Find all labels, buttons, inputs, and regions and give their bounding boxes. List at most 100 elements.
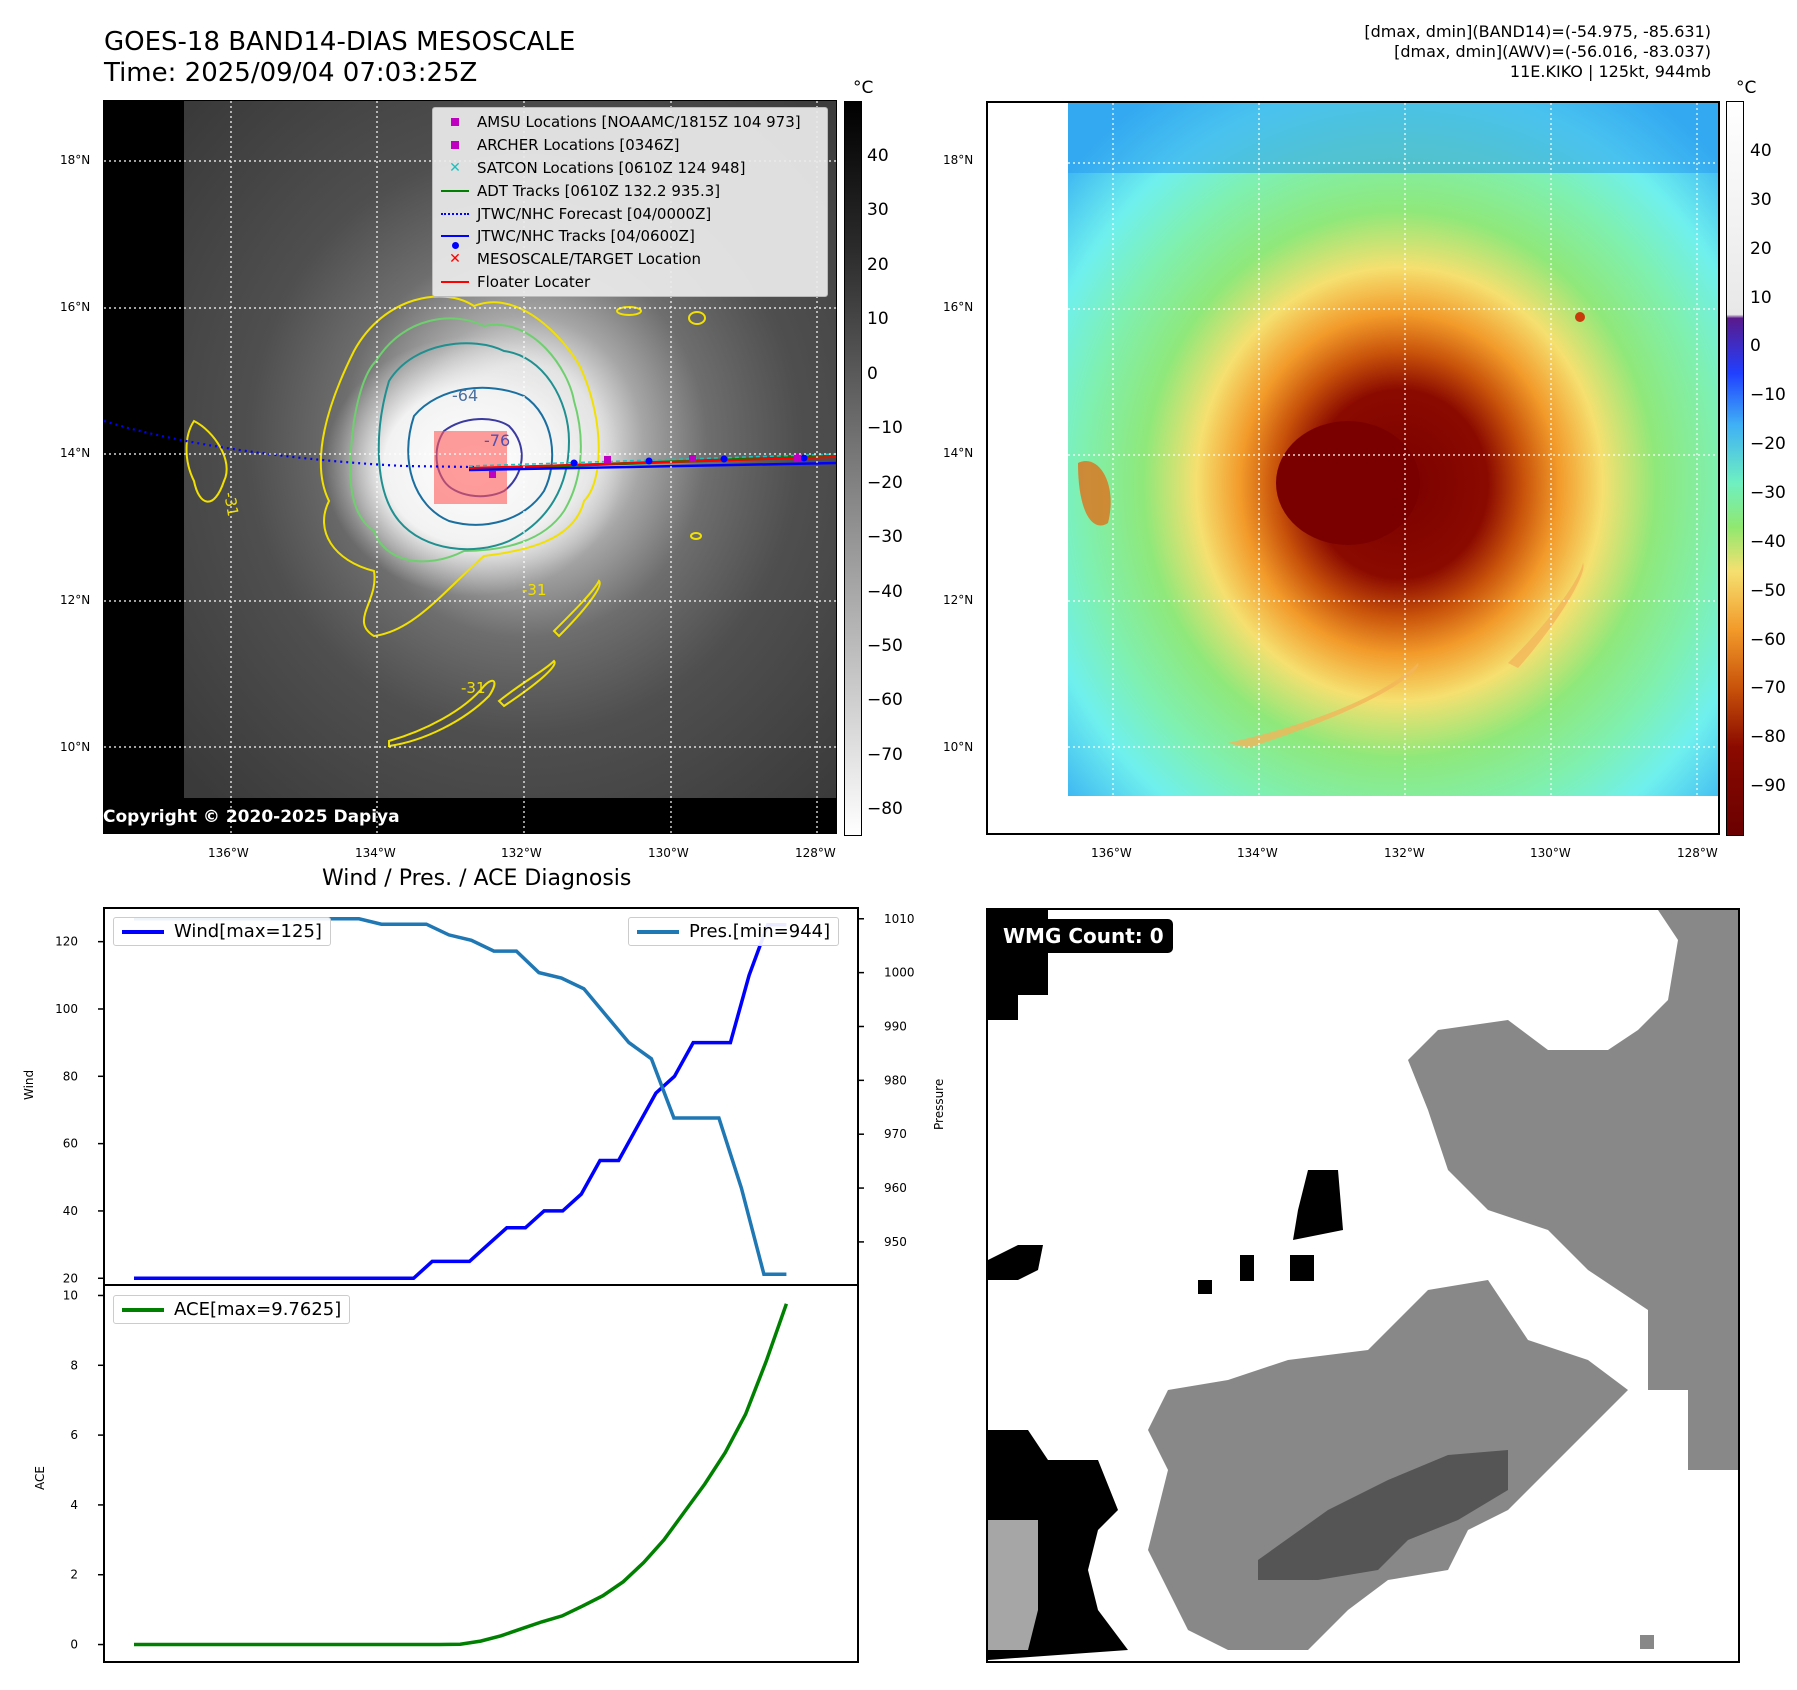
colorbar-tick: −50 xyxy=(867,636,903,656)
lon-label: 136°W xyxy=(1091,846,1132,860)
ace-tick-label: 8 xyxy=(70,1358,78,1372)
pressure-tick-label: 1010 xyxy=(884,912,915,926)
legend-item-forecast: JTWC/NHC Forecast [04/0000Z] xyxy=(433,202,827,225)
wmg-count-badge: WMG Count: 0 xyxy=(994,919,1173,953)
square-marker-icon xyxy=(451,141,459,150)
diagnosis-title: Wind / Pres. / ACE Diagnosis xyxy=(322,866,632,891)
contour-label: -31 xyxy=(220,491,242,518)
colorbar-unit: °C xyxy=(853,78,874,98)
legend-item-mesoscale: ✕ MESOSCALE/TARGET Location xyxy=(449,250,702,269)
lat-label: 16°N xyxy=(60,300,91,314)
colorbar-tick: 10 xyxy=(1750,288,1772,308)
wind-tick-label: 60 xyxy=(63,1137,78,1151)
dot-marker-icon xyxy=(452,242,459,250)
lat-label: 14°N xyxy=(60,446,91,460)
pressure-series-line xyxy=(134,917,787,1276)
colorbar-tick: −90 xyxy=(1750,776,1786,796)
pressure-ticks: 1010 1000 990 980 970 960 950 xyxy=(858,912,915,1249)
legend-item-adt: ADT Tracks [0610Z 132.2 935.3] xyxy=(433,179,827,202)
lon-label: 134°W xyxy=(355,846,396,860)
lon-label: 128°W xyxy=(795,846,836,860)
colorbar-tick: −60 xyxy=(867,690,903,710)
wind-tick-label: 120 xyxy=(55,935,78,949)
info-line-2: [dmax, dmin](AWV)=(-56.016, -83.037) xyxy=(1394,42,1711,61)
title-line-2: Time: 2025/09/04 07:03:25Z xyxy=(104,58,478,88)
awv-map-canvas xyxy=(988,103,1718,833)
lon-label: 130°W xyxy=(648,846,689,860)
wind-tick-label: 100 xyxy=(55,1002,78,1016)
wind-tick-label: 20 xyxy=(63,1271,78,1285)
wind-line-icon xyxy=(122,929,164,934)
line-marker-icon xyxy=(441,235,469,238)
lat-label: 16°N xyxy=(943,300,974,314)
colorbar-tick: 30 xyxy=(867,200,889,220)
ace-tick-label: 10 xyxy=(63,1288,78,1302)
ace-frame xyxy=(103,1284,859,1663)
pressure-tick-label: 970 xyxy=(884,1127,907,1141)
x-marker-icon: ✕ xyxy=(449,251,461,268)
square-marker-icon xyxy=(451,118,459,127)
lat-label: 12°N xyxy=(60,593,91,607)
awv-colorbar xyxy=(1726,101,1744,836)
legend-item-amsu: AMSU Locations [NOAAMC/1815Z 104 973] xyxy=(433,111,827,134)
wmg-panel xyxy=(986,908,1740,1663)
lon-label: 136°W xyxy=(208,846,249,860)
lon-label: 130°W xyxy=(1530,846,1571,860)
map-legend: AMSU Locations [NOAAMC/1815Z 104 973] AR… xyxy=(432,107,828,298)
wind-tick-label: 40 xyxy=(63,1204,78,1218)
lat-label: 18°N xyxy=(943,153,974,167)
colorbar-tick: 40 xyxy=(1750,141,1772,161)
colorbar-tick: −70 xyxy=(867,745,903,765)
colorbar-tick: 20 xyxy=(1750,239,1772,259)
wmg-canvas xyxy=(988,910,1738,1661)
line-marker-icon xyxy=(441,280,469,283)
line-marker-icon xyxy=(441,189,469,192)
colorbar-tick: 0 xyxy=(1750,336,1761,356)
contour-label: -31 xyxy=(522,581,547,599)
pressure-tick-label: 960 xyxy=(884,1181,907,1195)
ir-map-panel: -64 -76 -31 -31 -31 AMSU Locations [NOAA… xyxy=(103,100,837,834)
info-line-1: [dmax, dmin](BAND14)=(-54.975, -85.631) xyxy=(1364,22,1711,41)
colorbar-tick: −80 xyxy=(867,799,903,819)
ace-tick-label: 6 xyxy=(70,1428,78,1442)
colorbar-unit: °C xyxy=(1736,78,1757,98)
pressure-line-icon xyxy=(637,929,679,934)
colorbar-tick: −60 xyxy=(1750,630,1786,650)
pressure-tick-label: 990 xyxy=(884,1019,907,1033)
info-line-3: 11E.KIKO | 125kt, 944mb xyxy=(1509,62,1711,81)
colorbar-tick: 0 xyxy=(867,364,878,384)
contour-label: -76 xyxy=(484,431,510,450)
colorbar-tick: 40 xyxy=(867,146,889,166)
x-marker-icon: ✕ xyxy=(449,159,461,176)
ace-tick-label: 0 xyxy=(70,1638,78,1652)
wind-pressure-frame xyxy=(103,907,859,1286)
lon-label: 134°W xyxy=(1237,846,1278,860)
colorbar-tick: −80 xyxy=(1750,727,1786,747)
colorbar-tick: −70 xyxy=(1750,678,1786,698)
pressure-tick-label: 980 xyxy=(884,1073,907,1087)
ace-legend: ACE[max=9.7625] xyxy=(113,1295,351,1324)
lon-label: 132°W xyxy=(1384,846,1425,860)
ace-tick-label: 4 xyxy=(70,1498,78,1512)
ace-ticks: 10 8 6 4 2 0 xyxy=(63,1288,104,1652)
dotted-line-icon xyxy=(441,212,469,215)
colorbar-tick: −20 xyxy=(867,473,903,493)
ace-tick-label: 2 xyxy=(70,1568,78,1582)
legend-item-archer: ARCHER Locations [0346Z] xyxy=(433,134,827,157)
lat-label: 10°N xyxy=(943,740,974,754)
lon-label: 132°W xyxy=(501,846,542,860)
lat-label: 12°N xyxy=(943,593,974,607)
contour-label: -31 xyxy=(461,679,486,697)
colorbar-tick: 10 xyxy=(867,309,889,329)
lon-label: 128°W xyxy=(1677,846,1718,860)
pressure-tick-label: 950 xyxy=(884,1235,907,1249)
colorbar-tick: −30 xyxy=(867,527,903,547)
copyright-text: Copyright © 2020-2025 Dapiya xyxy=(103,807,400,827)
legend-item-tracks: JTWC/NHC Tracks [04/0600Z] xyxy=(433,225,827,250)
pressure-legend: Pres.[min=944] xyxy=(628,917,840,946)
wind-ticks: 120 100 80 60 40 20 xyxy=(55,935,104,1285)
colorbar-tick: −40 xyxy=(867,582,903,602)
ir-colorbar xyxy=(844,101,862,836)
pressure-tick-label: 1000 xyxy=(884,966,915,980)
